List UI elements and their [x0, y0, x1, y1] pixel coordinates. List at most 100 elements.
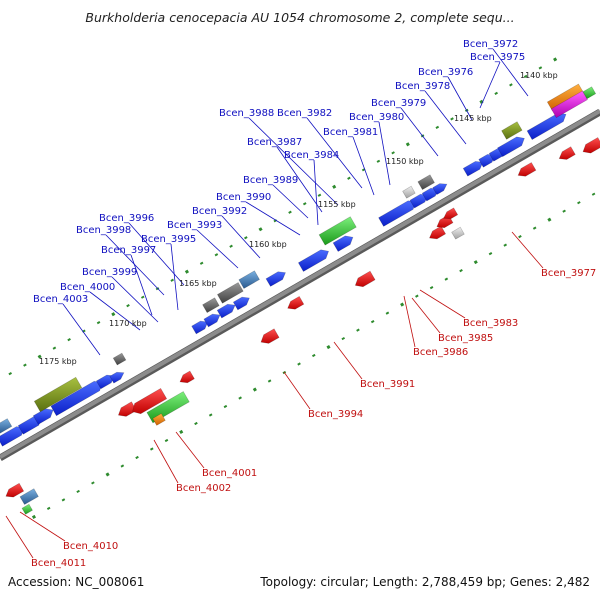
leader-line	[378, 121, 391, 186]
tick-dot	[376, 159, 381, 163]
gene-feature	[19, 488, 39, 505]
gene-feature	[203, 313, 221, 328]
gene-label-forward: Bcen_3987	[247, 137, 302, 148]
gene-label-forward: Bcen_3972	[463, 39, 518, 50]
tick-dot	[194, 421, 198, 426]
tick-dot	[67, 338, 71, 342]
leader-line	[306, 117, 363, 189]
tick-dot	[503, 243, 508, 247]
tick-dot	[238, 396, 242, 400]
ruler-label: 1175 kbp	[39, 357, 77, 366]
leader-line	[283, 371, 311, 410]
leader-line	[411, 297, 441, 334]
gene-feature	[260, 328, 280, 344]
tick-dot	[562, 209, 566, 213]
chromosome-backbone	[0, 108, 600, 462]
gene-label-forward: Bcen_3989	[243, 175, 298, 186]
gene-label-reverse: Bcen_4002	[176, 483, 231, 494]
tick-dot	[405, 142, 410, 147]
tick-dot	[244, 236, 248, 240]
gene-label-reverse: Bcen_4011	[31, 558, 86, 569]
tick-dot	[523, 74, 528, 78]
tick-dot	[326, 345, 331, 350]
accession-text: Accession: NC_008061	[8, 575, 145, 589]
tick-dot	[347, 176, 351, 180]
label-leaders	[5, 48, 544, 559]
tick-dot	[494, 91, 498, 95]
gene-feature	[432, 183, 448, 196]
leader-line	[19, 511, 66, 542]
tick-dot	[37, 354, 42, 359]
gene-label-forward: Bcen_3997	[101, 245, 156, 256]
gene-label-reverse: Bcen_4010	[63, 541, 118, 552]
tick-dot	[126, 304, 130, 308]
leader-line	[403, 295, 416, 348]
leader-line	[419, 289, 466, 319]
gene-label-forward: Bcen_3982	[277, 108, 332, 119]
gene-feature	[558, 146, 576, 160]
tick-dot	[459, 269, 463, 273]
leader-line	[130, 254, 153, 316]
gene-feature	[501, 121, 523, 140]
leader-line	[479, 61, 501, 109]
gene-label-forward: Bcen_4003	[33, 294, 88, 305]
leader-line	[221, 215, 261, 259]
gene-feature	[5, 482, 25, 498]
tick-dot	[391, 151, 395, 155]
gene-feature	[109, 371, 125, 384]
gene-label-forward: Bcen_3976	[418, 67, 473, 78]
tick-dot	[61, 498, 66, 502]
tick-dot	[135, 455, 139, 460]
tick-dot	[8, 371, 13, 376]
tick-dot	[479, 99, 484, 104]
gene-feature	[417, 174, 435, 191]
gene-feature	[191, 320, 209, 335]
tick-dot	[252, 387, 257, 392]
ruler-label: 1145 kbp	[454, 114, 492, 123]
tick-dot	[208, 413, 213, 417]
gene-label-forward: Bcen_3999	[82, 267, 137, 278]
tick-dot	[229, 244, 233, 248]
tick-dot	[547, 217, 552, 222]
tick-dot	[149, 447, 154, 451]
gene-label-forward: Bcen_3980	[349, 112, 404, 123]
gene-feature	[132, 387, 168, 415]
tick-dot	[46, 506, 51, 511]
tick-dot	[140, 295, 145, 299]
tick-dot	[400, 302, 405, 307]
gene-label-forward: Bcen_3993	[167, 220, 222, 231]
gene-feature	[402, 185, 416, 199]
gene-label-reverse: Bcen_3985	[438, 333, 493, 344]
tick-dot	[415, 294, 419, 298]
tick-dot	[538, 66, 543, 70]
tick-dot	[267, 379, 272, 383]
leader-line	[248, 117, 339, 206]
gene-label-reverse: Bcen_3991	[360, 379, 415, 390]
tick-dot	[76, 489, 80, 494]
leader-line	[424, 90, 467, 145]
leader-line	[276, 146, 323, 213]
tick-dots	[8, 57, 596, 519]
leader-line	[272, 184, 309, 219]
tick-dot	[341, 336, 346, 341]
leader-line	[245, 201, 301, 236]
ruler-label: 1160 kbp	[249, 240, 287, 249]
gene-label-forward: Bcen_3984	[284, 150, 339, 161]
leader-line	[511, 231, 544, 269]
leader-line	[175, 431, 205, 469]
tick-dot	[96, 321, 101, 325]
leader-line	[5, 515, 34, 559]
gene-label-reverse: Bcen_3994	[308, 409, 363, 420]
gene-feature	[497, 136, 525, 158]
tick-dot	[532, 226, 537, 230]
leader-line	[333, 341, 363, 380]
leader-line	[447, 76, 473, 121]
gene-feature	[517, 162, 537, 177]
leader-line	[313, 159, 319, 226]
tick-dot	[488, 252, 493, 256]
tick-dot	[370, 319, 375, 324]
gene-feature	[112, 352, 127, 366]
gene-feature	[0, 418, 13, 434]
tick-dot	[317, 193, 322, 197]
